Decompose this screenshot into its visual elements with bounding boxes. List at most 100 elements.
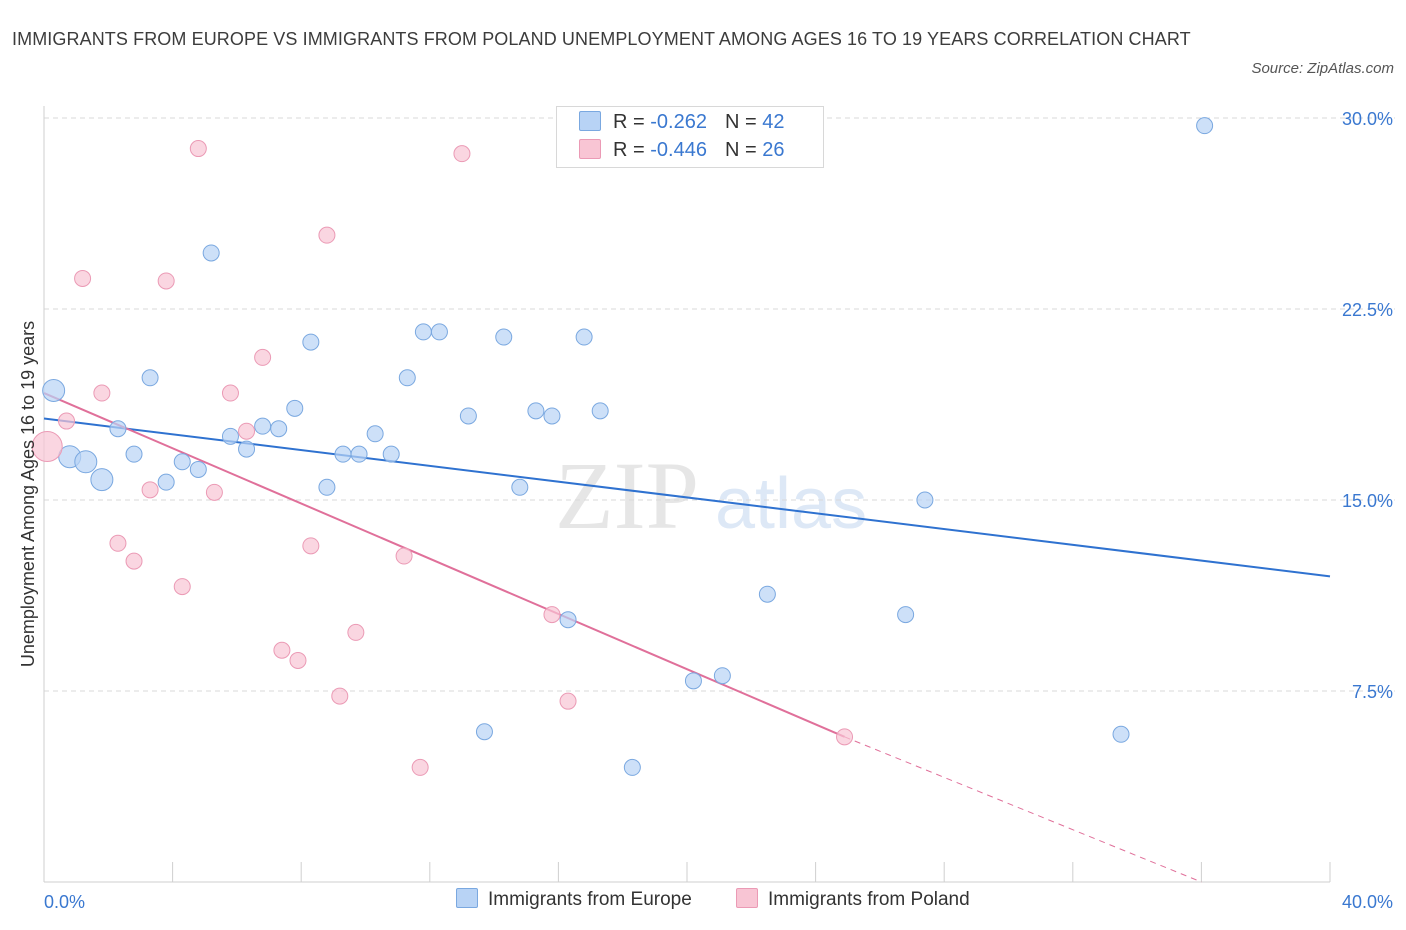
poland-point (543, 606, 561, 624)
europe-point (430, 323, 448, 341)
poland-r-label: R = (613, 139, 651, 161)
poland-point (109, 534, 127, 552)
poland-trend-extension (844, 736, 1202, 883)
poland-point (289, 651, 307, 669)
europe-point (173, 453, 191, 471)
poland-point (173, 578, 191, 596)
bottom-europe-swatch (456, 888, 478, 908)
poland-point (836, 728, 854, 746)
poland-point (205, 483, 223, 501)
europe-point (334, 445, 352, 463)
correlation-legend: R = -0.262 N = 42 R = -0.446 N = 26 (556, 106, 824, 168)
poland-point (93, 384, 111, 402)
axes (43, 106, 1331, 883)
europe-point (238, 440, 256, 458)
trend-lines (43, 392, 1331, 883)
europe-point (42, 378, 66, 402)
europe-point (286, 399, 304, 417)
chart-title: IMMIGRANTS FROM EUROPE VS IMMIGRANTS FRO… (12, 29, 1191, 49)
poland-point (559, 692, 577, 710)
y-axis-label: Unemployment Among Ages 16 to 19 years (18, 321, 38, 667)
europe-point (897, 606, 915, 624)
europe-point (90, 468, 114, 492)
legend-row-europe: R = -0.262 N = 42 (579, 111, 784, 137)
y-tick-label: 22.5% (1342, 300, 1393, 320)
poland-n-label: N = (724, 139, 763, 161)
europe-point (254, 417, 272, 435)
europe-point (109, 420, 127, 438)
europe-point (350, 445, 368, 463)
poland-point (157, 272, 175, 290)
x-tick-label: 40.0% (1342, 892, 1393, 912)
europe-point (475, 723, 493, 741)
europe-point (366, 425, 384, 443)
europe-point (302, 333, 320, 351)
europe-point (1112, 725, 1130, 743)
poland-point (74, 269, 92, 287)
poland-n-value: 26 (762, 139, 785, 161)
europe-point (414, 323, 432, 341)
poland-point (125, 552, 143, 570)
bottom-legend-europe: Immigrants from Europe (456, 888, 692, 911)
europe-point (591, 402, 609, 420)
grid-lines (44, 117, 1395, 692)
europe-point (202, 244, 220, 262)
poland-point (395, 547, 413, 565)
poland-point (411, 758, 429, 776)
poland-point (273, 641, 291, 659)
europe-point (575, 328, 593, 346)
poland-point (318, 226, 336, 244)
y-tick-label: 7.5% (1352, 682, 1393, 702)
poland-r-value: -0.446 (650, 139, 707, 161)
europe-point (758, 585, 776, 603)
europe-point (559, 611, 577, 629)
bottom-europe-label: Immigrants from Europe (488, 889, 692, 910)
poland-point (347, 623, 365, 641)
poland-point (331, 687, 349, 705)
poland-point (141, 481, 159, 499)
europe-point (623, 758, 641, 776)
y-tick-label: 30.0% (1342, 109, 1393, 129)
x-tick-label: 0.0% (44, 892, 85, 912)
poland-point (221, 384, 239, 402)
europe-point (398, 369, 416, 387)
bottom-legend-poland: Immigrants from Poland (736, 888, 970, 911)
poland-point (58, 412, 76, 430)
europe-point (713, 667, 731, 685)
europe-trend-line (43, 417, 1331, 578)
europe-point (74, 450, 98, 474)
europe-point (1196, 117, 1214, 135)
poland-trend-line (43, 392, 845, 738)
europe-n-value: 42 (762, 111, 785, 133)
europe-point (495, 328, 513, 346)
europe-point (511, 478, 529, 496)
poland-point (31, 431, 63, 463)
europe-r-value: -0.262 (650, 111, 707, 133)
source-label: Source: ZipAtlas.com (1251, 60, 1394, 77)
poland-point (254, 348, 272, 366)
legend-row-poland: R = -0.446 N = 26 (579, 139, 784, 165)
europe-point (125, 445, 143, 463)
poland-swatch (579, 139, 601, 159)
bottom-poland-label: Immigrants from Poland (768, 889, 970, 910)
poland-point (453, 145, 471, 163)
poland-point (302, 537, 320, 555)
europe-point (221, 427, 239, 445)
europe-point (141, 369, 159, 387)
europe-point (189, 460, 207, 478)
europe-swatch (579, 111, 601, 131)
europe-r-label: R = (613, 111, 651, 133)
poland-point (189, 140, 207, 158)
europe-point (270, 420, 288, 438)
europe-point (459, 407, 477, 425)
tick-labels: 7.5% 15.0% 22.5% 30.0% 0.0% 40.0% (44, 109, 1393, 912)
europe-n-label: N = (724, 111, 763, 133)
europe-point (684, 672, 702, 690)
europe-point (527, 402, 545, 420)
y-tick-label: 15.0% (1342, 491, 1393, 511)
poland-point (238, 422, 256, 440)
europe-point (382, 445, 400, 463)
europe-point (318, 478, 336, 496)
bottom-poland-swatch (736, 888, 758, 908)
